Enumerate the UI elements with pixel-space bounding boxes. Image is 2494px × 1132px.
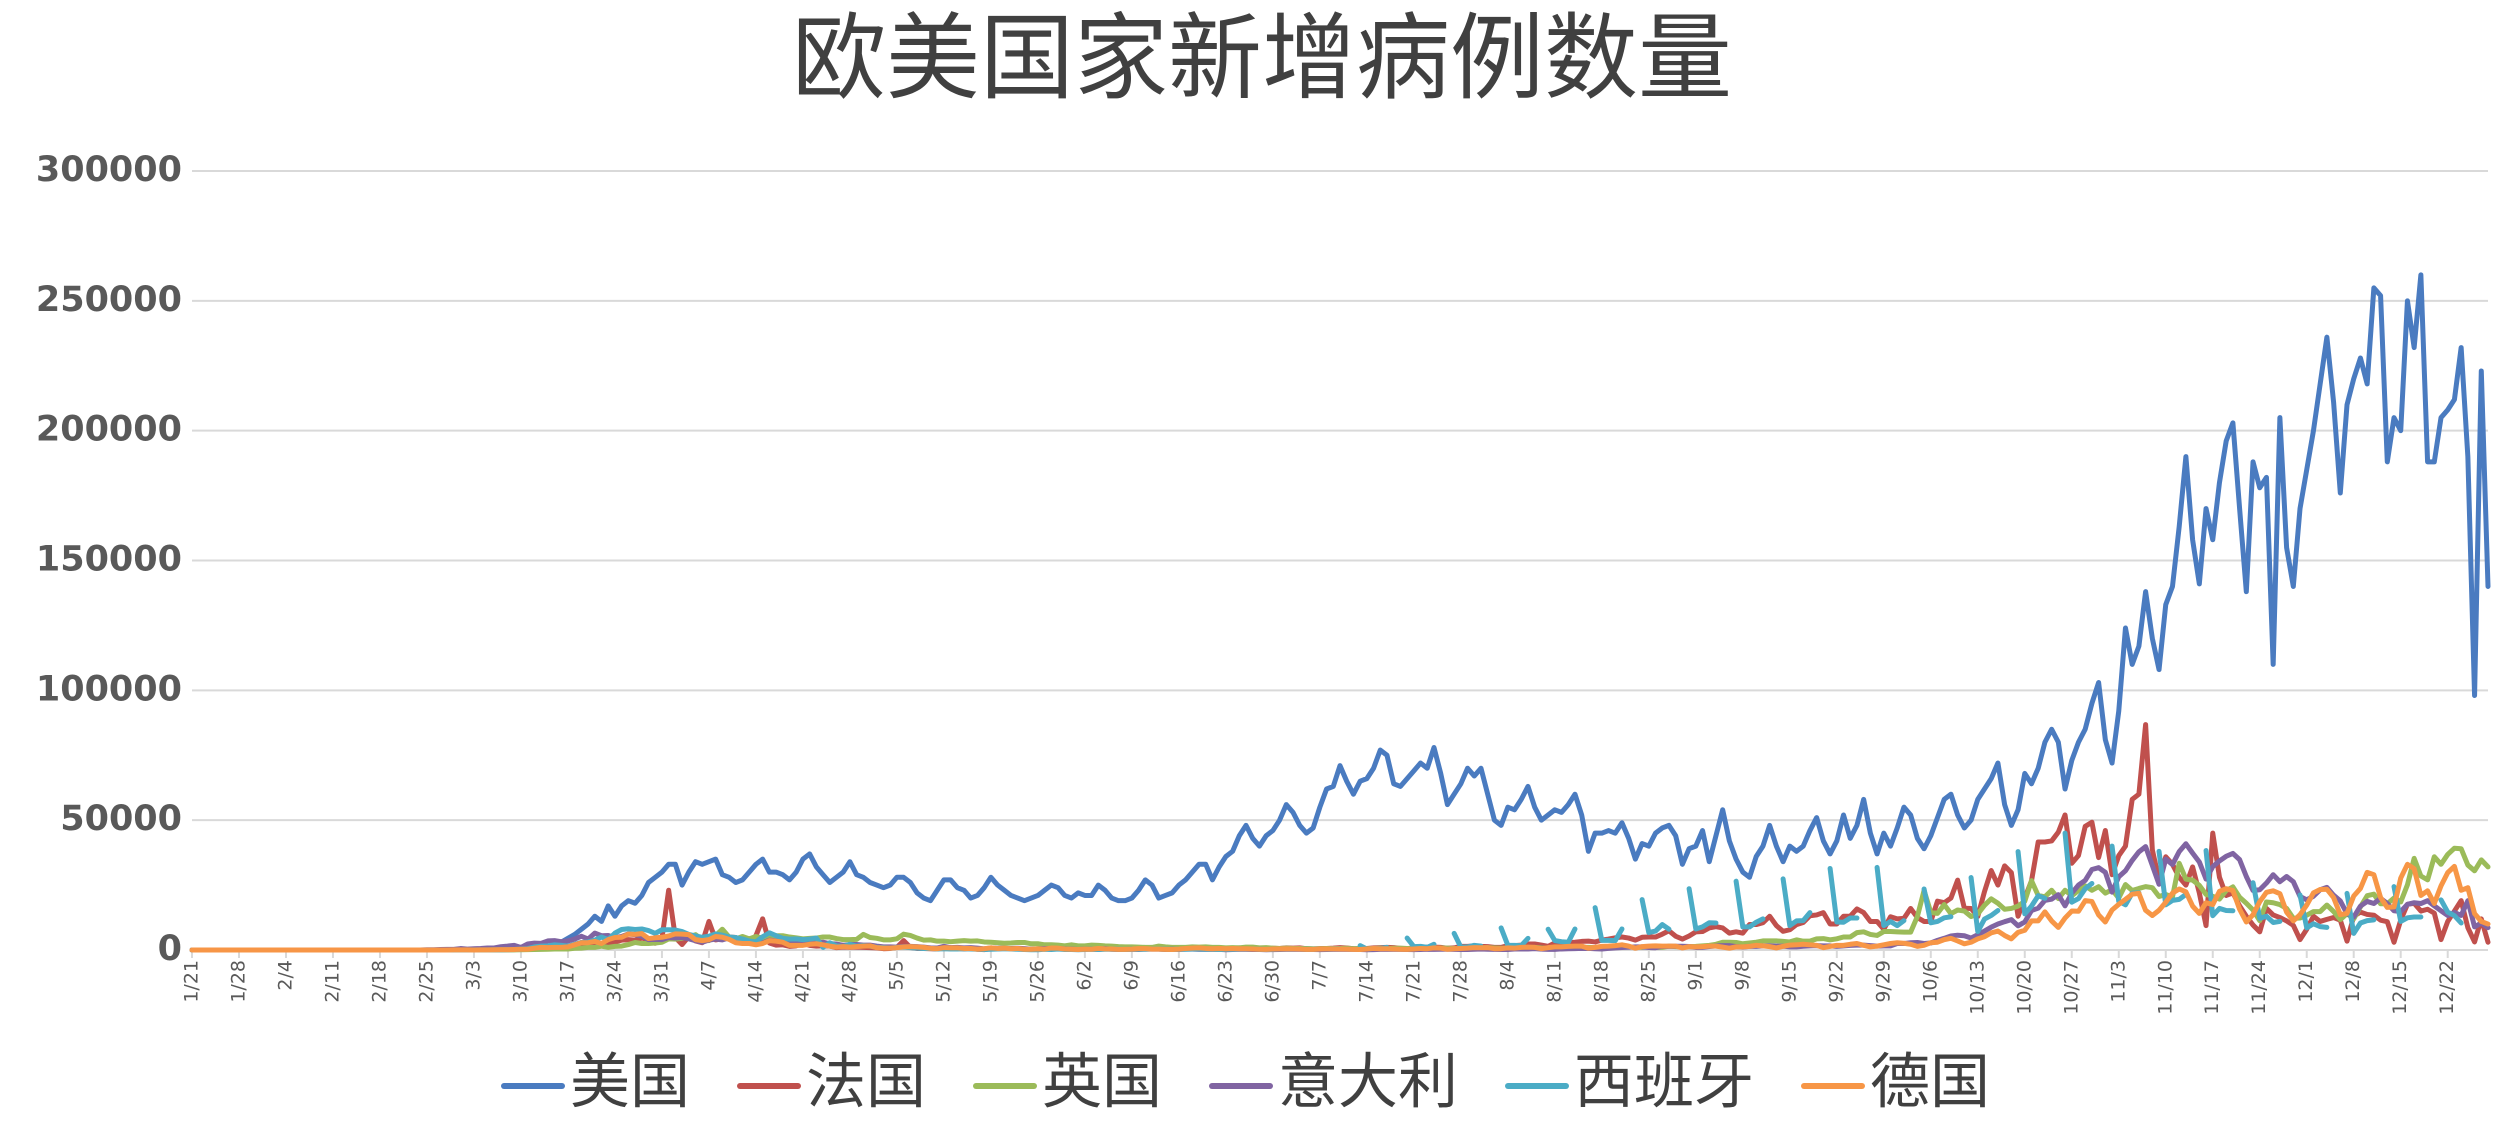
x-tick-label: 6/2 [1073, 960, 1095, 991]
legend-label: 意大利 [1278, 1048, 1458, 1118]
x-tick-label: 11/24 [2248, 960, 2270, 1015]
x-tick-label: 3/3 [462, 960, 484, 991]
x-tick-label: 11/3 [2107, 960, 2129, 1003]
x-tick-label: 12/1 [2295, 960, 2317, 1003]
x-tick-label: 9/22 [1825, 960, 1847, 1003]
legend-item: 德国 [1801, 1048, 1990, 1118]
y-tick-label: 100000 [36, 669, 182, 709]
y-tick-label: 50000 [60, 799, 182, 839]
x-tick-label: 10/13 [1966, 960, 1988, 1015]
x-tick-label: 5/12 [932, 960, 954, 1003]
x-tick-label: 8/11 [1543, 960, 1565, 1003]
x-tick-label: 7/21 [1402, 960, 1424, 1003]
series-line [189, 861, 2491, 953]
x-tick-label: 10/27 [2060, 960, 2082, 1015]
legend-label: 德国 [1870, 1048, 1990, 1118]
x-tick-label: 12/15 [2389, 960, 2411, 1015]
y-tick-label: 0 [158, 929, 182, 969]
legend-item: 法国 [737, 1048, 926, 1118]
x-tick-label: 9/8 [1731, 960, 1753, 991]
x-tick-label: 4/21 [791, 960, 813, 1003]
x-tick-label: 9/29 [1872, 960, 1894, 1003]
x-tick-label: 3/17 [556, 960, 578, 1003]
x-tick-label: 11/10 [2154, 960, 2176, 1015]
y-tick-label: 200000 [36, 410, 182, 450]
x-tick-label: 10/20 [2013, 960, 2035, 1015]
x-tick-label: 2/11 [321, 960, 343, 1003]
x-tick-label: 8/18 [1590, 960, 1612, 1003]
x-tick-label: 3/24 [603, 960, 625, 1003]
x-tick-label: 3/31 [650, 960, 672, 1003]
x-tick-label: 8/4 [1496, 960, 1518, 991]
x-tick-label: 2/4 [274, 960, 296, 991]
x-tick-label: 5/26 [1026, 960, 1048, 1003]
x-tick-label: 5/5 [885, 960, 907, 991]
x-tick-label: 1/28 [227, 960, 249, 1003]
x-tick-label: 9/15 [1778, 960, 1800, 1003]
x-tick-label: 7/7 [1308, 960, 1330, 991]
x-tick-label: 5/19 [979, 960, 1001, 1003]
legend-item: 美国 [501, 1048, 690, 1118]
x-tick-label: 4/14 [744, 960, 766, 1003]
x-tick-label: 4/28 [838, 960, 860, 1003]
x-tick-label: 6/23 [1214, 960, 1236, 1003]
x-tick-label: 4/7 [697, 960, 719, 991]
chart-title: 欧美国家新增病例数量 [792, 4, 1732, 113]
legend-item: 西班牙 [1505, 1048, 1754, 1118]
y-tick-label: 150000 [36, 540, 182, 580]
x-tick-label: 8/25 [1637, 960, 1659, 1003]
x-tick-label: 7/14 [1355, 960, 1377, 1003]
legend-item: 意大利 [1209, 1048, 1458, 1118]
x-tick-label: 9/1 [1684, 960, 1706, 991]
series-line [189, 272, 2491, 953]
legend-label: 法国 [806, 1048, 926, 1118]
x-tick-label: 6/30 [1261, 960, 1283, 1003]
x-tick-label: 6/16 [1167, 960, 1189, 1003]
x-tick-label: 12/8 [2342, 960, 2364, 1003]
y-tick-label: 300000 [36, 150, 182, 190]
x-tick-label: 11/17 [2201, 960, 2223, 1015]
legend-label: 西班牙 [1574, 1048, 1754, 1118]
x-tick-label: 2/25 [415, 960, 437, 1003]
x-tick-label: 12/22 [2436, 960, 2458, 1015]
y-tick-label: 250000 [36, 280, 182, 320]
legend-label: 美国 [570, 1048, 690, 1118]
x-tick-label: 2/18 [368, 960, 390, 1003]
series-line [189, 841, 2491, 953]
x-tick-label: 7/28 [1449, 960, 1471, 1003]
legend-item: 英国 [973, 1048, 1162, 1118]
x-tick-label: 6/9 [1120, 960, 1142, 991]
x-tick-label: 1/21 [181, 960, 203, 1003]
x-tick-label: 10/6 [1919, 960, 1941, 1003]
x-tick-label: 3/10 [509, 960, 531, 1003]
legend-label: 英国 [1042, 1048, 1162, 1118]
series-line [189, 722, 2491, 953]
